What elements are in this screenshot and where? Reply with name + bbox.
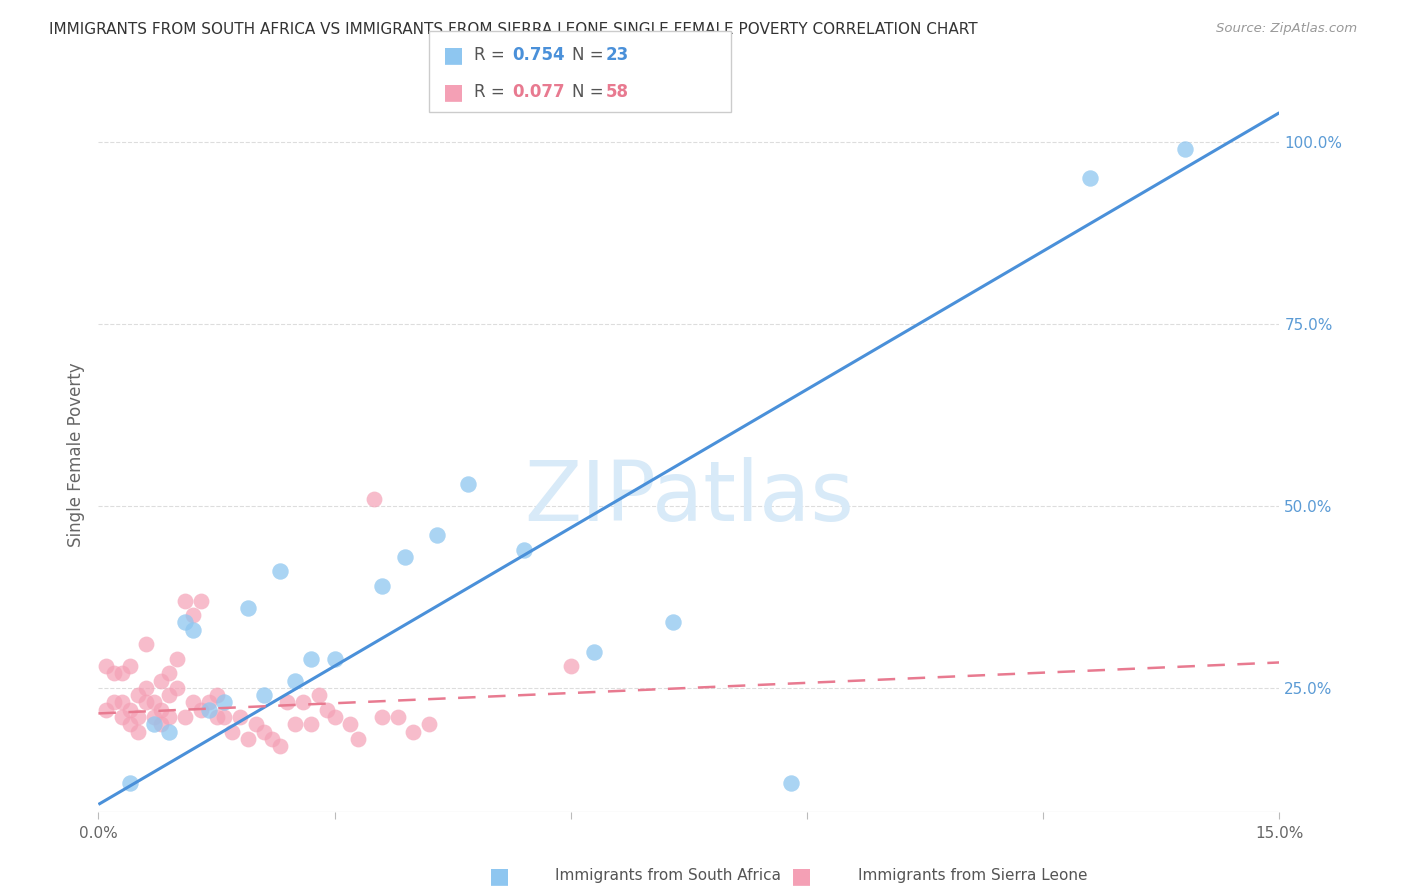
Point <box>118 775 141 789</box>
Point <box>150 703 173 717</box>
Point <box>402 724 425 739</box>
Point <box>253 724 276 739</box>
Text: Source: ZipAtlas.com: Source: ZipAtlas.com <box>1216 22 1357 36</box>
Point <box>127 688 149 702</box>
Point <box>662 615 685 630</box>
Point <box>583 644 606 658</box>
Y-axis label: Single Female Poverty: Single Female Poverty <box>66 363 84 547</box>
Point <box>118 659 141 673</box>
Point <box>127 724 149 739</box>
Point <box>347 731 370 746</box>
Point <box>174 710 197 724</box>
Point <box>1174 142 1197 156</box>
Point <box>426 528 449 542</box>
Point <box>292 696 315 710</box>
Point <box>190 703 212 717</box>
Point <box>181 608 204 623</box>
Point <box>150 717 173 731</box>
Point <box>111 696 134 710</box>
Point <box>323 652 346 666</box>
Text: 23: 23 <box>606 46 630 64</box>
Point <box>394 549 416 564</box>
Point <box>150 673 173 688</box>
Point <box>221 724 243 739</box>
Point <box>245 717 267 731</box>
Point <box>308 688 330 702</box>
Text: ■: ■ <box>489 866 509 886</box>
Point <box>260 731 283 746</box>
Point <box>1080 171 1102 186</box>
Point <box>253 688 276 702</box>
Point <box>111 710 134 724</box>
Point <box>323 710 346 724</box>
Text: N =: N = <box>572 83 609 101</box>
Point <box>284 673 307 688</box>
Point <box>214 710 236 724</box>
Point <box>339 717 361 731</box>
Point <box>236 600 259 615</box>
Point <box>315 703 337 717</box>
Point <box>205 710 228 724</box>
Text: ■: ■ <box>443 82 464 102</box>
Point <box>96 703 118 717</box>
Text: IMMIGRANTS FROM SOUTH AFRICA VS IMMIGRANTS FROM SIERRA LEONE SINGLE FEMALE POVER: IMMIGRANTS FROM SOUTH AFRICA VS IMMIGRAN… <box>49 22 977 37</box>
Point <box>387 710 409 724</box>
Point <box>269 739 291 754</box>
Text: ■: ■ <box>792 866 811 886</box>
Point <box>205 688 228 702</box>
Point <box>269 565 291 579</box>
Point <box>103 696 125 710</box>
Point <box>197 703 219 717</box>
Point <box>560 659 582 673</box>
Text: 0.077: 0.077 <box>512 83 564 101</box>
Point <box>135 681 157 695</box>
Point <box>780 775 803 789</box>
Point <box>142 710 165 724</box>
Point <box>299 717 322 731</box>
Point <box>103 666 125 681</box>
Point <box>135 637 157 651</box>
Point <box>363 491 385 506</box>
Point <box>371 579 394 593</box>
Text: ZIPatlas: ZIPatlas <box>524 458 853 538</box>
Point <box>135 696 157 710</box>
Point <box>142 717 165 731</box>
Point <box>96 659 118 673</box>
Point <box>118 703 141 717</box>
Point <box>118 717 141 731</box>
Point <box>371 710 394 724</box>
Point <box>236 731 259 746</box>
Point <box>418 717 440 731</box>
Text: R =: R = <box>474 83 510 101</box>
Text: Immigrants from South Africa: Immigrants from South Africa <box>555 869 782 883</box>
Point <box>276 696 298 710</box>
Point <box>142 696 165 710</box>
Point <box>457 477 479 491</box>
Point <box>157 666 180 681</box>
Point <box>190 593 212 607</box>
Point <box>214 696 236 710</box>
Point <box>174 593 197 607</box>
Text: N =: N = <box>572 46 609 64</box>
Point <box>111 666 134 681</box>
Point <box>229 710 252 724</box>
Point <box>512 542 534 557</box>
Text: 58: 58 <box>606 83 628 101</box>
Point <box>166 652 188 666</box>
Point <box>157 710 180 724</box>
Point <box>157 724 180 739</box>
Point <box>127 710 149 724</box>
Text: R =: R = <box>474 46 510 64</box>
Point <box>157 688 180 702</box>
Point <box>299 652 322 666</box>
Point <box>181 696 204 710</box>
Point <box>197 696 219 710</box>
Text: 0.754: 0.754 <box>512 46 564 64</box>
Point <box>166 681 188 695</box>
Point <box>284 717 307 731</box>
Point <box>181 623 204 637</box>
Point <box>174 615 197 630</box>
Text: Immigrants from Sierra Leone: Immigrants from Sierra Leone <box>858 869 1087 883</box>
Text: ■: ■ <box>443 45 464 65</box>
